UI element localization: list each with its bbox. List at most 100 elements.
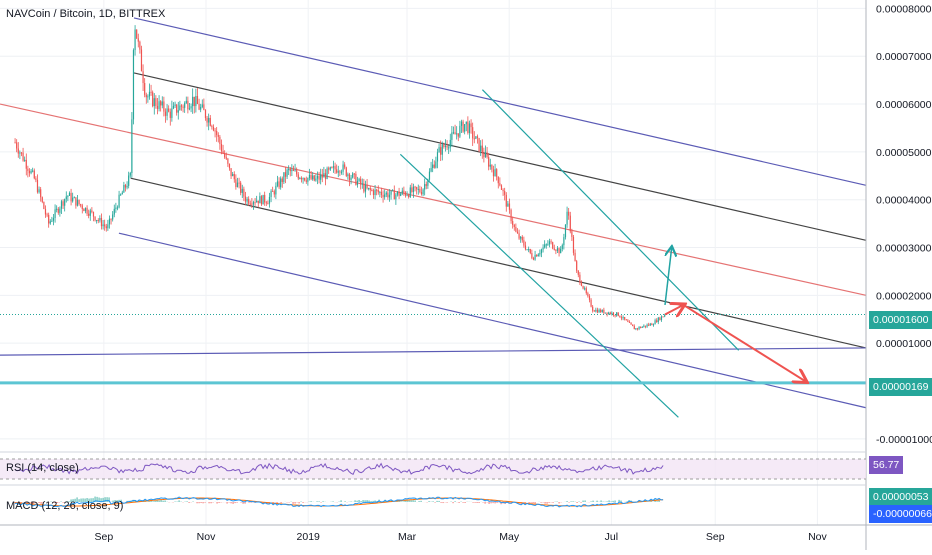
candle-body [628, 321, 631, 323]
candle-body [580, 282, 583, 286]
candle-body [75, 197, 77, 206]
candle-body [152, 92, 154, 107]
candle-body [190, 106, 192, 109]
candle-body [321, 174, 323, 178]
candle-body [462, 121, 464, 132]
candle-body [496, 169, 498, 177]
candle-body [428, 171, 431, 180]
candle-body [446, 145, 448, 148]
support-badge: 0.00000169 [869, 378, 932, 396]
candle-body [424, 184, 426, 190]
candle-body [651, 323, 653, 326]
candle-body [233, 174, 235, 180]
candle-body [579, 274, 581, 283]
candle-body [339, 171, 341, 173]
candle-body [196, 95, 199, 105]
candle-body [241, 188, 243, 193]
y-tick-label: 0.00002000 [876, 290, 932, 302]
candle-body [73, 197, 75, 199]
candle-body [217, 134, 219, 137]
candle-body [340, 171, 343, 173]
candle-body [38, 189, 40, 193]
candle-body [54, 209, 56, 218]
candle-body [208, 117, 210, 123]
candle-body [328, 168, 330, 170]
candle-body [630, 322, 632, 325]
candle-body [572, 236, 575, 253]
candle-body [390, 190, 392, 195]
candle-body [308, 175, 311, 178]
candle-body [361, 183, 363, 185]
candle-body [254, 202, 256, 204]
y-tick-label: 0.00005000 [876, 147, 932, 159]
candle-body [315, 178, 317, 181]
candle-body [460, 121, 463, 126]
candle-body [662, 316, 664, 318]
candle-body [86, 207, 88, 214]
candle-body [169, 111, 171, 118]
candle-body [644, 325, 647, 327]
candle-body [382, 194, 384, 198]
candle-body [281, 178, 283, 182]
price-series [14, 25, 666, 331]
candle-body [558, 248, 560, 254]
candle-body [464, 124, 466, 132]
candle-body [500, 185, 503, 190]
candle-body [292, 169, 295, 171]
candle-body [536, 254, 538, 257]
grid-layer [0, 0, 866, 525]
candle-body [136, 29, 138, 39]
candle-body [593, 310, 595, 312]
candle-body [475, 136, 477, 139]
candle-body [529, 249, 531, 254]
candle-body [472, 127, 474, 139]
rsi-label: RSI (14, close) [6, 462, 79, 474]
candle-body [384, 194, 386, 198]
red-arrow [682, 304, 805, 382]
candle-body [76, 199, 79, 206]
candle-body [494, 169, 496, 177]
candle-body [286, 169, 288, 177]
candle-body [531, 253, 533, 259]
candle-body [585, 288, 587, 294]
candle-body [648, 324, 650, 326]
candle-body [656, 320, 658, 323]
candle-body [560, 248, 562, 254]
candle-body [140, 49, 143, 72]
candle-body [659, 317, 661, 320]
candle-body [520, 236, 522, 239]
candle-body [28, 170, 31, 174]
candle-body [228, 163, 231, 169]
candle-body [556, 248, 559, 251]
candle-body [68, 192, 71, 196]
candle-body [624, 316, 626, 320]
candle-body [508, 203, 511, 210]
candle-body [388, 194, 391, 198]
candle-body [270, 190, 272, 197]
y-tick-label: -0.00001000 [876, 434, 932, 446]
candle-body [422, 189, 424, 195]
candle-body [348, 174, 351, 181]
candle-body [568, 211, 570, 216]
candle-body [249, 203, 251, 205]
candle-body [617, 312, 619, 316]
candle-body [331, 167, 333, 169]
candle-body [483, 153, 485, 158]
flat-line-line [0, 347, 867, 356]
candle-body [43, 201, 45, 209]
candle-body [609, 312, 611, 314]
candle-body [403, 190, 405, 193]
candle-body [473, 138, 475, 140]
candle-body [163, 101, 165, 112]
candle-body [398, 191, 400, 196]
candle-body [369, 187, 371, 190]
candle-body [224, 153, 226, 158]
candle-body [156, 105, 159, 109]
candle-body [256, 200, 258, 203]
candle-body [145, 94, 147, 98]
candle-body [545, 244, 547, 246]
candle-body [193, 96, 195, 107]
candle-body [289, 168, 291, 172]
candle-body [276, 181, 279, 186]
